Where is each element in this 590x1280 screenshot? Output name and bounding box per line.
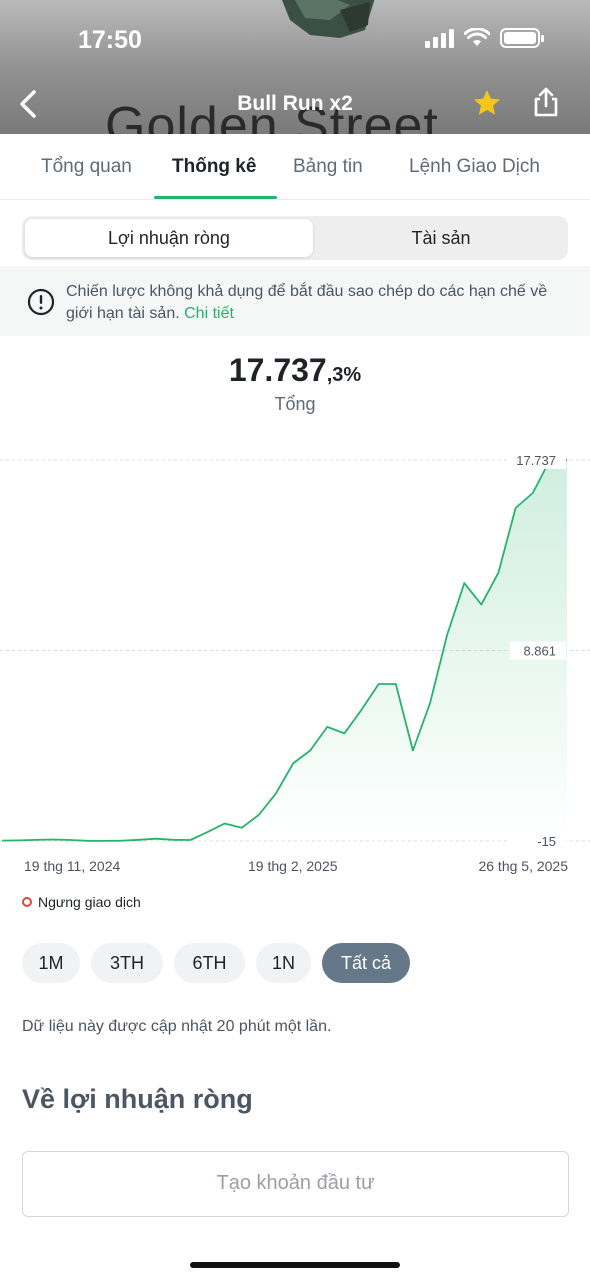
status-time: 17:50 — [78, 26, 142, 54]
share-icon[interactable] — [531, 86, 561, 118]
update-frequency-note: Dữ liệu này được cập nhật 20 phút một lầ… — [22, 1018, 332, 1035]
x-tick-label-start: 19 thg 11, 2024 — [24, 858, 121, 874]
chart-series-line — [1, 459, 567, 842]
section-title: Về lợi nhuận ròng — [22, 1084, 253, 1114]
star-icon[interactable] — [472, 88, 502, 118]
total-value-decimal: ,3% — [326, 364, 362, 386]
create-investment-button[interactable]: Tạo khoản đầu tư — [22, 1151, 569, 1217]
tab-statistics[interactable]: Thống kê — [172, 156, 257, 177]
y-tick-label-background — [510, 832, 566, 850]
metric-segmented-control: Lợi nhuận ròng Tài sản — [22, 216, 568, 260]
total-value-main: 17.737 — [228, 352, 327, 388]
legend-label: Ngưng giao dịch — [38, 894, 141, 910]
period-all-button[interactable]: Tất cả — [322, 943, 410, 983]
chart-legend: Ngưng giao dịch — [22, 894, 141, 910]
segment-net-profit[interactable]: Lợi nhuận ròng — [25, 219, 313, 257]
tab-bar: Tổng quan Thống kê Bảng tin Lệnh Giao Dị… — [0, 134, 590, 200]
total-value: 17.737,3% — [0, 352, 590, 389]
notice-details-link[interactable]: Chi tiết — [184, 305, 234, 322]
period-1y-button[interactable]: 1N — [256, 943, 311, 983]
period-1m-button[interactable]: 1M — [22, 943, 80, 983]
exclamation-circle-icon — [27, 288, 55, 316]
battery-icon — [500, 28, 544, 48]
header-background-text: Golden Street — [105, 97, 439, 134]
cellular-signal-icon — [425, 28, 454, 48]
header-background-art — [282, 0, 375, 38]
y-tick-label: 17.737 — [516, 453, 556, 468]
stopped-trading-dot-icon — [22, 897, 32, 907]
x-tick-label-middle: 19 thg 2, 2025 — [248, 858, 338, 874]
chart-area-fill — [2, 460, 567, 841]
tab-trade-orders[interactable]: Lệnh Giao Dịch — [409, 156, 540, 177]
wifi-icon — [464, 28, 490, 46]
y-tick-label-background — [510, 451, 566, 469]
tab-overview[interactable]: Tổng quan — [41, 156, 132, 177]
notice-text: Chiến lược không khả dụng để bắt đầu sao… — [66, 281, 566, 325]
back-button[interactable] — [12, 86, 46, 122]
active-tab-indicator — [154, 196, 277, 199]
period-6m-button[interactable]: 6TH — [174, 943, 245, 983]
period-3m-button[interactable]: 3TH — [91, 943, 163, 983]
tab-news[interactable]: Bảng tin — [293, 156, 363, 177]
status-icons — [425, 28, 544, 48]
y-tick-label: -15 — [537, 834, 556, 849]
x-tick-label-end: 26 thg 5, 2025 — [478, 858, 568, 874]
y-tick-label: 8.861 — [523, 644, 556, 659]
y-tick-label-background — [510, 641, 566, 660]
total-label: Tổng — [274, 394, 316, 414]
page-title: Bull Run x2 — [237, 92, 353, 115]
notice-message: Chiến lược không khả dụng để bắt đầu sao… — [66, 283, 548, 322]
net-profit-chart[interactable]: 17.737 8.861 -15 — [0, 440, 590, 880]
home-indicator — [190, 1262, 400, 1268]
notice-banner: Chiến lược không khả dụng để bắt đầu sao… — [0, 266, 590, 336]
app-header: Golden Street 17:50 Bull Run x2 — [0, 0, 590, 134]
segment-assets[interactable]: Tài sản — [411, 228, 471, 248]
